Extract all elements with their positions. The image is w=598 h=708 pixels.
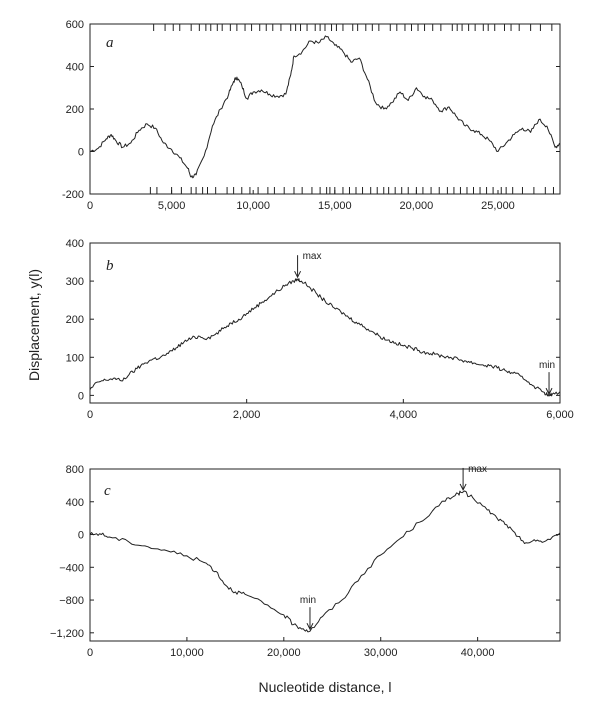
panel-c-displacement-line <box>89 490 561 633</box>
panel-a-xtick-label: 15,000 <box>318 200 352 212</box>
panel-c-plot: 0 10,000 20,000 30,000 40,000 −1,200 −800 −400 0… <box>50 464 561 659</box>
panel-c-ytick-label: 400 <box>66 497 84 509</box>
panel-a-ytick-label: -200 <box>62 189 84 201</box>
panel-a: a 0 5,000 10,000 15,000 20,000 25,000-2000200… <box>62 19 561 212</box>
panel-a-ytick-label: 400 <box>66 62 84 74</box>
panel-b-min-arrowhead <box>545 387 553 396</box>
panel-a-frame <box>89 23 561 195</box>
panel-b-plot: 0 2,000 4,000 6,000 0 100 200 300 400 max min <box>66 238 574 421</box>
x-axis-title: Nucleotide distance, l <box>258 679 391 695</box>
panel-c-xtick-label: 10,000 <box>170 647 204 659</box>
panel-c-xtick-label: 30,000 <box>364 647 398 659</box>
panel-a-plot: 0 5,000 10,000 15,000 20,000 25,000-200020040… <box>62 19 561 212</box>
panel-c-frame <box>89 468 561 642</box>
panel-b-max-label: max <box>303 251 322 262</box>
y-axis-title: Displacement, y(l) <box>26 269 42 381</box>
panel-c-ytick-label: 800 <box>66 464 84 476</box>
panel-b-ytick-label: 200 <box>66 314 84 326</box>
panel-c-letter: c <box>104 483 111 499</box>
panel-c-max-label: max <box>468 464 487 475</box>
panel-c-ytick-label: 0 <box>78 530 84 542</box>
panel-b-letter: b <box>106 258 114 274</box>
panel-b-ytick-label: 300 <box>66 276 84 288</box>
panel-a-displacement-line <box>89 35 561 179</box>
panel-b-ytick-label: 100 <box>66 352 84 364</box>
panel-a-ytick-label: 600 <box>66 19 84 31</box>
panel-c: c 0 10,000 20,000 30,000 40,000 −1,200 −800 −40… <box>50 464 561 659</box>
panel-b-ytick-label: 400 <box>66 238 84 250</box>
panel-b-displacement-line <box>89 278 561 397</box>
panel-a-xtick-label: 10,000 <box>236 200 270 212</box>
panel-b: b 0 2,000 4,000 6,000 0 100 200 300 400 max min <box>66 238 574 421</box>
panel-a-xtick-label: 0 <box>87 200 93 212</box>
panel-a-xtick-label: 20,000 <box>400 200 434 212</box>
panel-b-max-arrowhead <box>294 270 302 279</box>
panel-b-xtick-label: 4,000 <box>390 409 418 421</box>
panel-c-xtick-label: 20,000 <box>267 647 301 659</box>
panel-a-xtick-label: 25,000 <box>481 200 515 212</box>
panel-c-xtick-label: 0 <box>87 647 93 659</box>
panel-a-ytick-label: 200 <box>66 104 84 116</box>
panel-c-ytick-label: −1,200 <box>50 628 84 640</box>
panel-a-xtick-label: 5,000 <box>158 200 186 212</box>
panel-b-frame <box>89 242 561 404</box>
panel-c-ytick-label: −800 <box>59 595 84 607</box>
panel-c-min-label: min <box>300 595 316 606</box>
panel-c-ytick-label: −400 <box>59 562 84 574</box>
panel-c-max-arrowhead <box>459 483 467 492</box>
panel-a-letter: a <box>106 35 114 51</box>
panel-b-xtick-label: 2,000 <box>233 409 261 421</box>
panel-b-ytick-label: 0 <box>78 390 84 402</box>
panel-b-min-label: min <box>539 360 555 371</box>
panel-b-xtick-label: 6,000 <box>546 409 574 421</box>
panel-a-ytick-label: 0 <box>78 147 84 159</box>
panel-c-min-arrowhead <box>306 622 314 631</box>
panel-c-xtick-label: 40,000 <box>461 647 495 659</box>
panel-b-xtick-label: 0 <box>87 409 93 421</box>
